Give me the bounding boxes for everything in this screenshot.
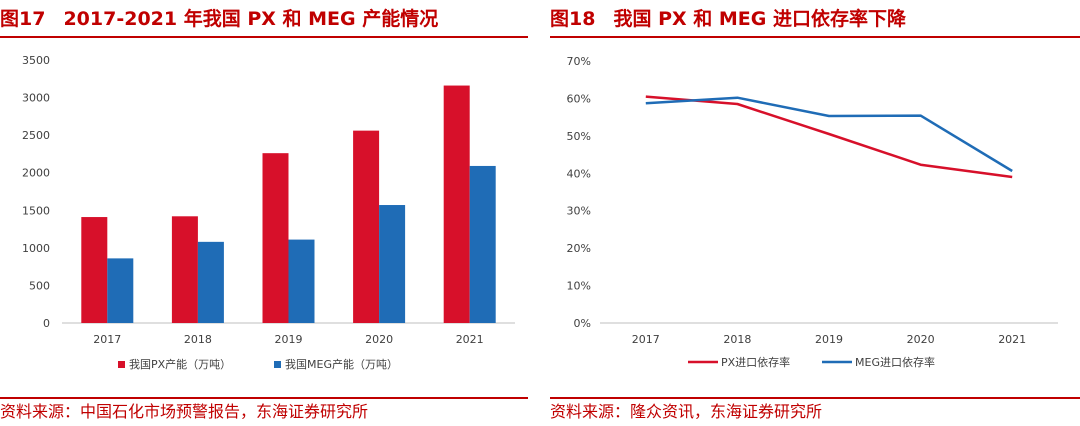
y-tick-label: 50%: [567, 130, 591, 143]
x-tick-label: 2019: [815, 333, 843, 346]
figure-17-bottom-rule: [0, 397, 528, 399]
figure-17-top-rule: [0, 36, 528, 38]
figure-17-title-text: 2017-2021 年我国 PX 和 MEG 产能情况: [63, 8, 439, 30]
figure-17-title: 图17 2017-2021 年我国 PX 和 MEG 产能情况: [0, 4, 438, 34]
y-tick-label: 40%: [567, 167, 591, 180]
x-tick-label: 2020: [365, 333, 393, 346]
x-tick-label: 2017: [93, 333, 121, 346]
figure-17-panel: 图17 2017-2021 年我国 PX 和 MEG 产能情况 0 500 1000 1…: [0, 0, 528, 426]
bar: [353, 130, 380, 323]
y-tick-label: 3000: [22, 92, 50, 105]
x-tick-label: 2017: [632, 333, 660, 346]
y-tick-label: 60%: [567, 92, 591, 105]
bar: [469, 165, 496, 323]
bar: [262, 153, 289, 323]
x-tick-label: 2020: [907, 333, 935, 346]
import-dependency-line-chart: 0% 10% 20% 30% 40% 50% 60% 70% 2017 2018 2019 2020 2…: [567, 55, 1058, 369]
y-tick-label: 1500: [22, 204, 50, 217]
x-tick-label: 2021: [456, 333, 484, 346]
figure-18-panel: 图18 我国 PX 和 MEG 进口依存率下降 0% 10% 20% 30% 40% 50%…: [550, 0, 1080, 426]
x-tick-label: 2018: [184, 333, 212, 346]
figure-18-title-text: 我国 PX 和 MEG 进口依存率下降: [613, 8, 906, 30]
figure-18-bottom-rule: [550, 397, 1080, 399]
y-tick-label: 500: [29, 279, 50, 292]
series-line: [645, 96, 1013, 173]
figure-17-number: 图17: [0, 8, 46, 30]
legend-label: PX进口依存率: [721, 355, 790, 369]
y-tick-label: 20%: [567, 242, 591, 255]
bar: [81, 217, 108, 323]
x-tick-label: 2018: [723, 333, 751, 346]
bar: [443, 85, 470, 323]
legend-swatch: [274, 361, 281, 368]
y-tick-label: 3500: [22, 54, 50, 67]
legend-label: MEG进口依存率: [855, 355, 935, 369]
figure-18-number: 图18: [550, 8, 596, 30]
figure-18-source: 资料来源：隆众资讯，东海证券研究所: [550, 402, 823, 421]
y-tick-label: 70%: [567, 55, 591, 68]
figure-17-source: 资料来源：中国石化市场预警报告，东海证券研究所: [0, 402, 369, 421]
y-tick-label: 30%: [567, 205, 591, 218]
y-tick-label: 0%: [574, 317, 591, 330]
y-tick-label: 0: [43, 317, 50, 330]
bar: [379, 205, 406, 323]
bar: [107, 258, 134, 323]
y-tick-label: 2000: [22, 167, 50, 180]
legend-label: 我国MEG产能（万吨）: [285, 357, 398, 371]
x-tick-label: 2021: [998, 333, 1026, 346]
figure-18-title: 图18 我国 PX 和 MEG 进口依存率下降: [550, 4, 906, 34]
bar: [197, 241, 224, 323]
figure-18-top-rule: [550, 36, 1080, 38]
legend-swatch: [118, 361, 125, 368]
series-line: [645, 95, 1013, 179]
bar: [171, 216, 198, 323]
capacity-bar-chart: 0 500 1000 1500 2000 2500 3000 3500 2017 2018 2019…: [22, 54, 515, 371]
bar: [288, 239, 315, 323]
y-tick-label: 1000: [22, 242, 50, 255]
x-tick-label: 2019: [275, 333, 303, 346]
y-tick-label: 10%: [567, 280, 591, 293]
legend-label: 我国PX产能（万吨）: [129, 357, 231, 371]
y-tick-label: 2500: [22, 129, 50, 142]
